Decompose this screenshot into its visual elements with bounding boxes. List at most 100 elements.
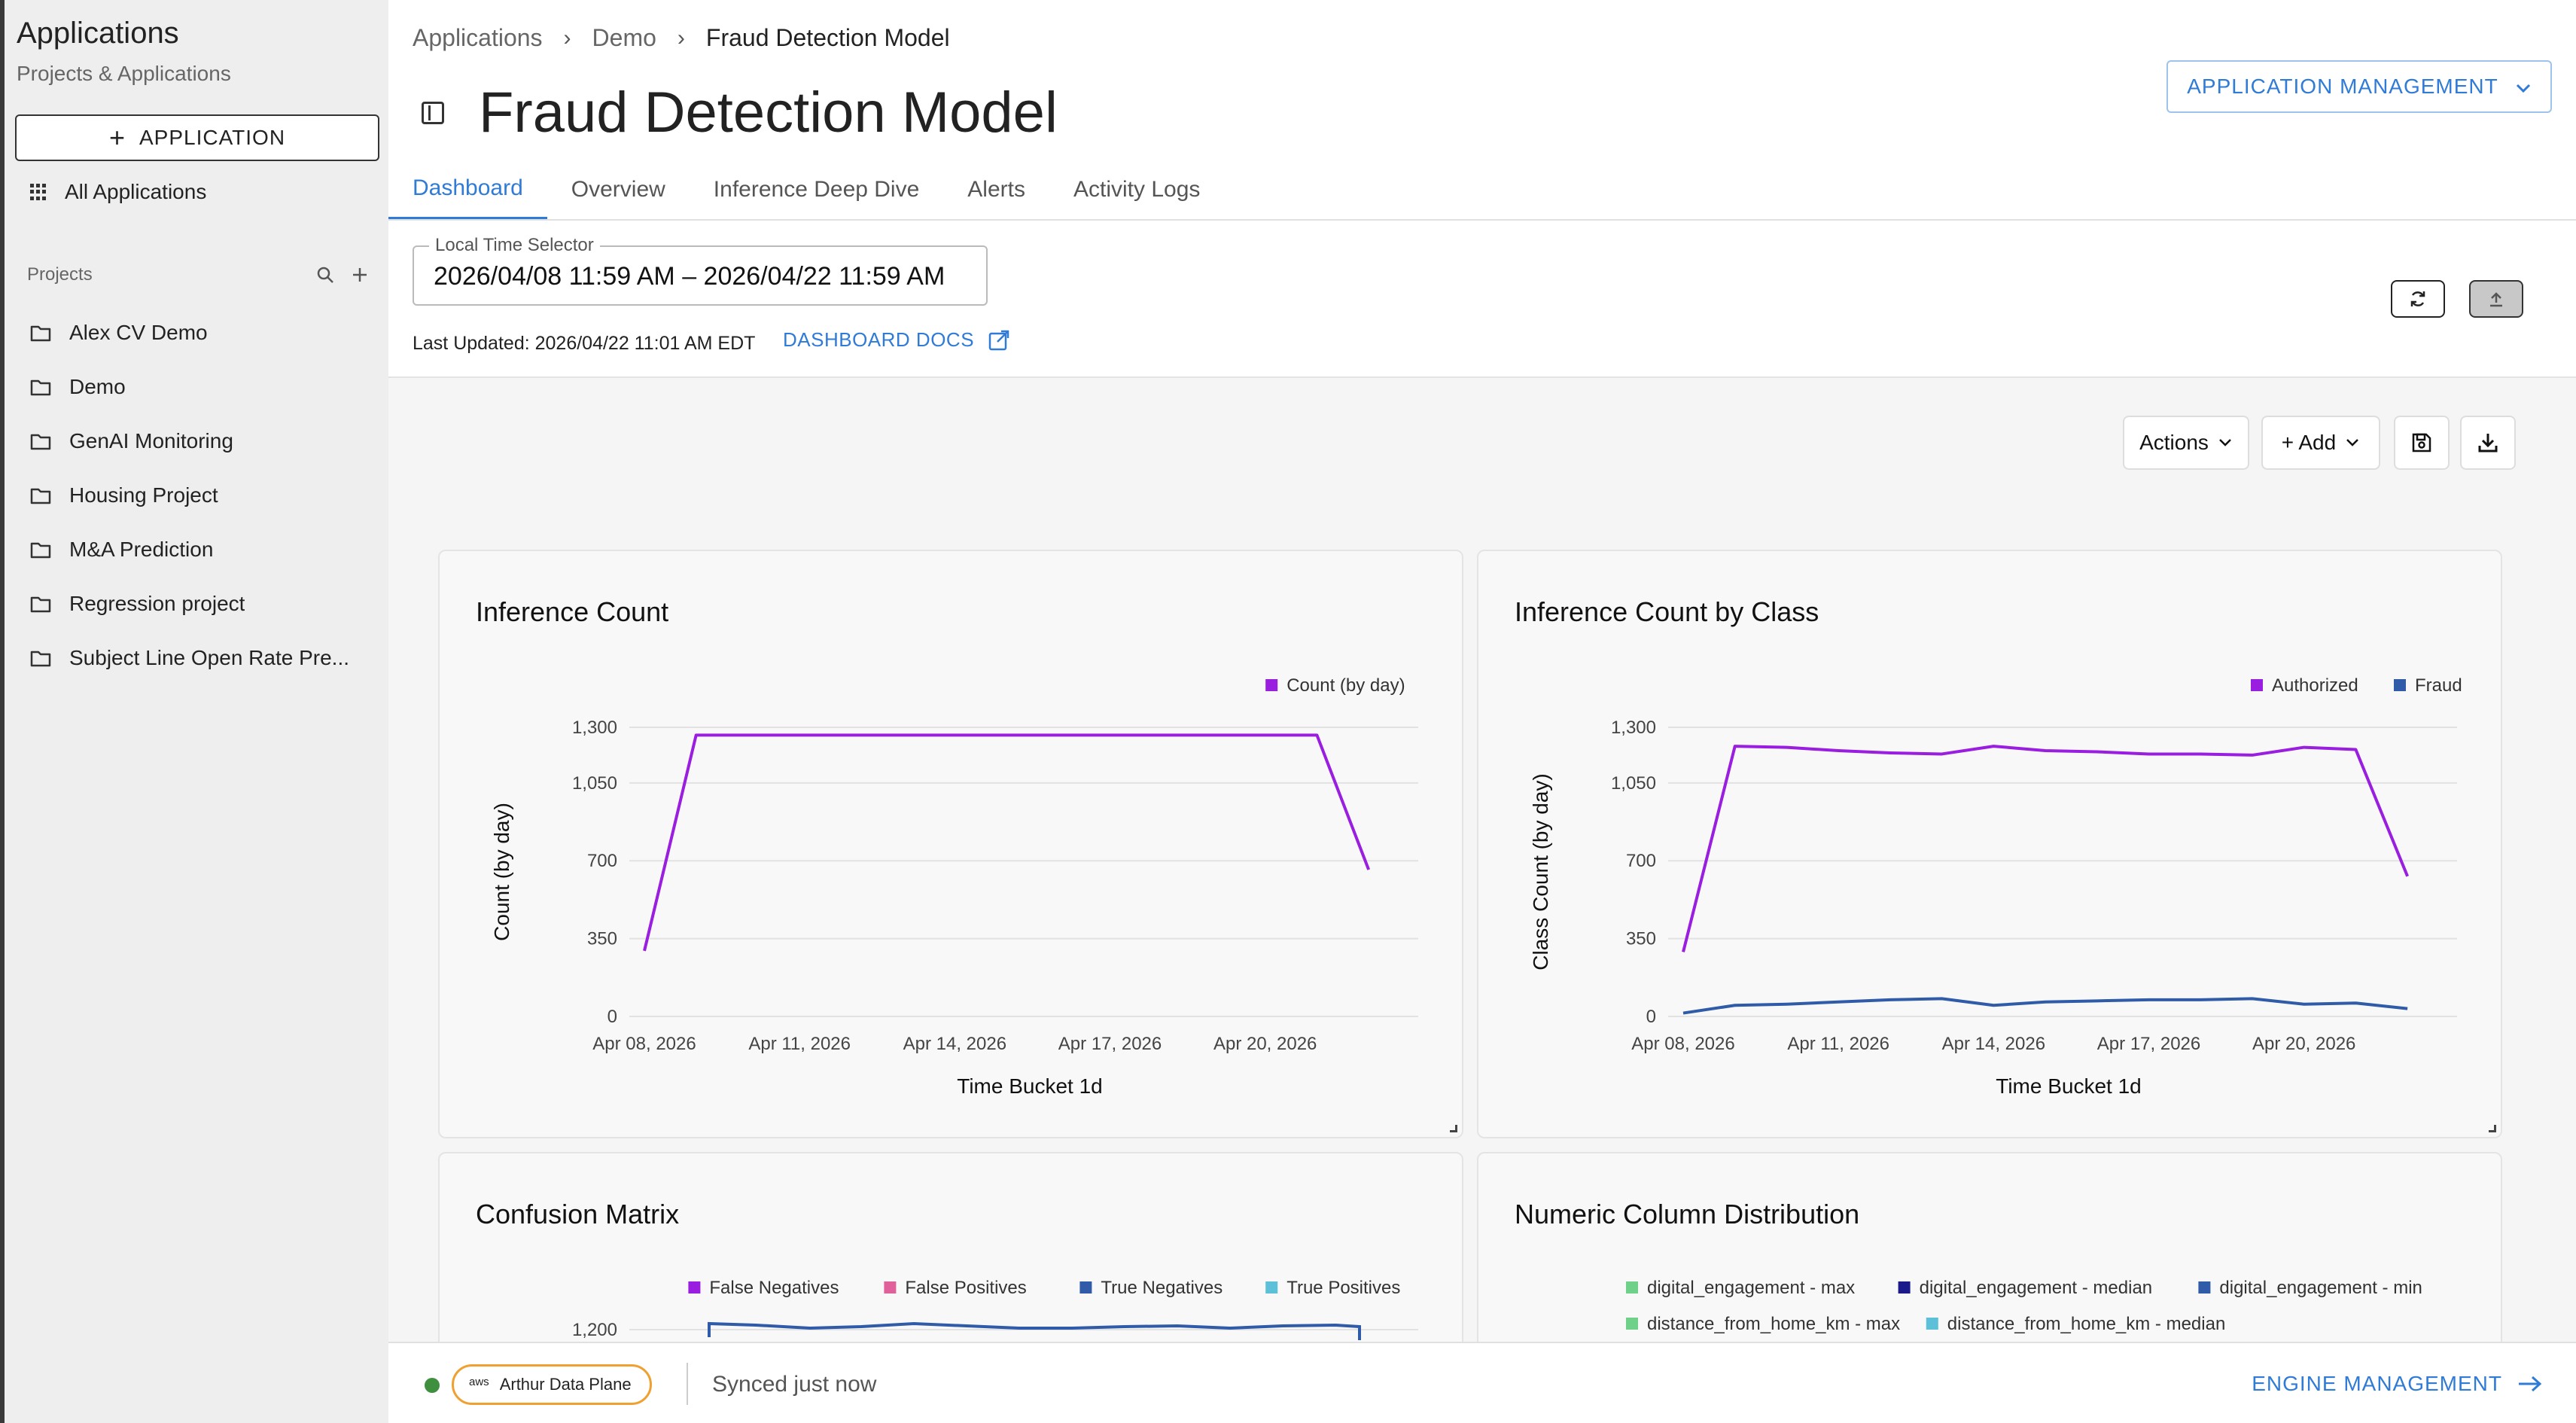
resize-handle[interactable]	[2489, 1125, 2496, 1132]
project-item[interactable]: M&A Prediction	[30, 523, 384, 577]
all-applications-link[interactable]: All Applications	[30, 175, 206, 209]
chevron-down-icon	[2346, 439, 2359, 446]
footer-bar: aws Arthur Data Plane Synced just now EN…	[388, 1342, 2576, 1423]
legend-swatch[interactable]	[884, 1281, 897, 1293]
chevron-right-icon: ›	[563, 25, 571, 50]
series-line[interactable]	[643, 733, 1371, 952]
upload-button[interactable]	[2469, 280, 2523, 318]
legend-label: digital_engagement - max	[1647, 1278, 1855, 1298]
download-button[interactable]	[2460, 416, 2516, 470]
legend-swatch[interactable]	[2198, 1281, 2211, 1293]
numeric-column-distribution-chart: digital_engagement - max digital_engageme…	[1626, 1278, 2422, 1334]
add-application-button[interactable]: + APPLICATION	[15, 114, 379, 161]
all-applications-label: All Applications	[65, 180, 207, 203]
legend-label: Authorized	[2272, 675, 2358, 696]
project-label: Alex CV Demo	[69, 321, 208, 344]
series-line[interactable]	[1682, 745, 2409, 952]
legend-swatch[interactable]	[2394, 679, 2406, 691]
project-item[interactable]: Demo	[30, 360, 384, 414]
sidebar-toggle-icon[interactable]	[422, 101, 444, 124]
legend-swatch[interactable]	[2251, 679, 2263, 691]
sync-status: Synced just now	[712, 1372, 877, 1397]
tab-overview[interactable]: Overview	[571, 177, 665, 202]
project-label: GenAI Monitoring	[69, 429, 233, 452]
chevron-down-icon	[2515, 75, 2532, 99]
dashboard-docs-link[interactable]: DASHBOARD DOCS	[783, 328, 1010, 352]
legend-label: False Positives	[905, 1278, 1026, 1298]
project-list: Alex CV Demo Demo GenAI Monitoring Housing …	[30, 306, 384, 685]
application-management-button[interactable]: APPLICATION MANAGEMENT	[2166, 60, 2552, 113]
last-updated-text: Last Updated: 2026/04/22 11:01 AM EDT	[413, 333, 756, 354]
project-item[interactable]: Regression project	[30, 577, 384, 631]
legend-swatch[interactable]	[1626, 1281, 1638, 1293]
search-projects-icon[interactable]	[312, 264, 339, 286]
breadcrumb-applications[interactable]: Applications	[413, 24, 543, 51]
legend-swatch[interactable]	[1926, 1318, 1938, 1330]
download-icon	[2478, 434, 2498, 452]
series-line[interactable]	[1682, 997, 2408, 1015]
x-tick-label: Apr 11, 2026	[1787, 1034, 1889, 1054]
legend-label: distance_from_home_km - max	[1647, 1314, 1900, 1334]
legend-swatch[interactable]	[1265, 1281, 1278, 1293]
x-tick-label: Apr 08, 2026	[1631, 1034, 1734, 1054]
chart-title: Inference Count by Class	[1515, 596, 1819, 627]
save-dashboard-button[interactable]	[2394, 416, 2450, 470]
legend-swatch[interactable]	[1079, 1281, 1092, 1293]
legend-label: Count (by day)	[1286, 675, 1405, 696]
y-tick-label: 350	[1626, 929, 1656, 949]
folder-icon	[30, 596, 51, 613]
numeric-column-distribution-card: Numeric Column Distribution digital_enga…	[1477, 1152, 2502, 1342]
breadcrumb-demo[interactable]: Demo	[592, 24, 656, 51]
chart-title: Confusion Matrix	[476, 1199, 680, 1230]
legend-swatch[interactable]	[1626, 1318, 1638, 1330]
dashboard-canvas: Actions + Add Inference Count 0 350 700 1,0…	[388, 376, 2576, 1342]
status-dot-icon	[425, 1378, 440, 1393]
save-icon	[2412, 433, 2431, 452]
y-tick-label: 0	[607, 1007, 617, 1027]
chart-title: Inference Count	[476, 596, 669, 627]
legend-swatch[interactable]	[1265, 679, 1278, 691]
folder-icon	[30, 651, 51, 667]
series-line[interactable]	[708, 1321, 1361, 1340]
legend-label: digital_engagement - median	[1920, 1278, 2153, 1298]
actions-button[interactable]: Actions	[2123, 416, 2249, 470]
y-tick-label: 1,200	[572, 1320, 617, 1340]
tab-inference-deep-dive[interactable]: Inference Deep Dive	[713, 177, 920, 202]
arrow-right-icon	[2519, 1376, 2542, 1392]
project-item[interactable]: Subject Line Open Rate Pre...	[30, 631, 384, 685]
engine-management-label: ENGINE MANAGEMENT	[2252, 1372, 2502, 1395]
y-tick-label: 1,300	[1611, 718, 1656, 738]
chevron-right-icon: ›	[677, 25, 685, 50]
resize-handle[interactable]	[1450, 1125, 1457, 1132]
tab-alerts[interactable]: Alerts	[967, 177, 1025, 202]
project-item[interactable]: GenAI Monitoring	[30, 414, 384, 468]
chevron-down-icon	[2219, 439, 2231, 446]
data-plane-badge[interactable]: aws Arthur Data Plane	[452, 1364, 652, 1405]
add-application-label: APPLICATION	[139, 126, 286, 149]
y-tick-label: 350	[587, 929, 617, 949]
tab-dashboard[interactable]: Dashboard	[388, 160, 547, 220]
folder-icon	[30, 434, 51, 450]
legend-swatch[interactable]	[1898, 1281, 1911, 1293]
engine-management-link[interactable]: ENGINE MANAGEMENT	[2252, 1372, 2543, 1396]
project-item[interactable]: Alex CV Demo	[30, 306, 384, 360]
x-tick-label: Apr 14, 2026	[903, 1034, 1006, 1054]
refresh-button[interactable]	[2391, 280, 2445, 318]
inference-count-by-class-card: Inference Count by Class 0 350 700 1,050 1,3…	[1477, 550, 2502, 1138]
legend-label: False Negatives	[709, 1278, 839, 1298]
legend-label: Fraud	[2415, 675, 2462, 696]
folder-icon	[30, 542, 51, 559]
y-tick-label: 1,300	[572, 718, 617, 738]
add-project-icon[interactable]	[346, 264, 373, 286]
folder-icon	[30, 379, 51, 396]
project-item[interactable]: Housing Project	[30, 468, 384, 523]
add-widget-button[interactable]: + Add	[2261, 416, 2380, 470]
x-tick-label: Apr 08, 2026	[592, 1034, 696, 1054]
tab-activity-logs[interactable]: Activity Logs	[1073, 177, 1201, 202]
legend-swatch[interactable]	[688, 1281, 701, 1293]
aws-logo-icon: aws	[469, 1375, 489, 1388]
folder-icon	[30, 325, 51, 342]
time-selector[interactable]: Local Time Selector 2026/04/08 11:59 AM …	[413, 235, 988, 306]
x-tick-label: Apr 14, 2026	[1942, 1034, 2045, 1054]
